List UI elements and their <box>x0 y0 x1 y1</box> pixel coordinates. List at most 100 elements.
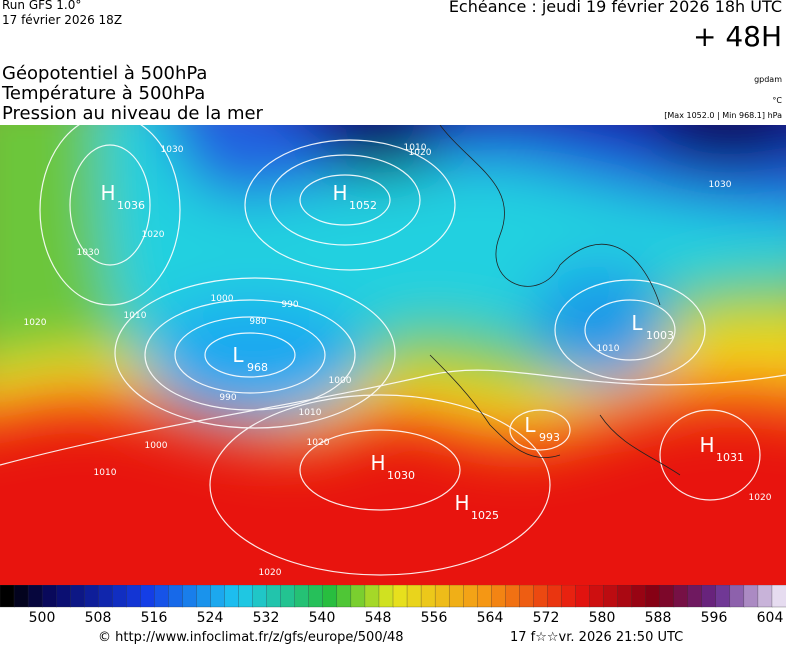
coastlines <box>429 125 681 476</box>
colorbar-swatch <box>280 585 296 608</box>
colorbar-swatch <box>126 585 142 608</box>
colorbar-label: 596 <box>701 610 728 625</box>
colorbar-label: 580 <box>589 610 616 625</box>
colorbar-label: 540 <box>309 610 336 625</box>
colorbar-swatch <box>603 585 619 608</box>
isobar-label: 1010 <box>404 143 427 153</box>
echeance: Echéance : jeudi 19 février 2026 18h UTC <box>448 0 782 16</box>
colorbar-swatch <box>140 585 156 608</box>
colorbar-label: 500 <box>29 610 56 625</box>
colorbar-label: 588 <box>645 610 672 625</box>
colorbar-swatch <box>55 585 71 608</box>
center-letter: L <box>232 343 244 367</box>
colorbar-swatch <box>771 585 786 608</box>
field: Géopotentiel à 500hPa <box>2 63 208 84</box>
isobar-label: 1000 <box>145 441 168 451</box>
isobar-label: 1030 <box>161 145 184 155</box>
isobar-label: 980 <box>249 317 266 327</box>
center-letter: L <box>524 413 536 437</box>
unit: °C <box>772 96 782 105</box>
colorbar-swatch <box>364 585 380 608</box>
colorbar-swatch <box>406 585 422 608</box>
isobar-label: 1000 <box>329 376 352 386</box>
isobar-label: 1020 <box>24 318 47 328</box>
isobar-label: 1000 <box>211 294 234 304</box>
credit: © http://www.infoclimat.fr/z/gfs/europe/… <box>98 630 404 645</box>
center-value: 1052 <box>349 199 377 212</box>
isobar-label: 1020 <box>749 493 772 503</box>
field: Pression au niveau de la mer <box>2 103 263 124</box>
colorbar-swatch <box>70 585 85 608</box>
colorbar-swatch <box>196 585 212 608</box>
isobars <box>0 125 786 576</box>
colorbar-swatch <box>13 585 29 608</box>
colorbar-label: 564 <box>477 610 504 625</box>
isobar-label: 990 <box>281 300 298 310</box>
colorbar-swatch <box>27 585 43 608</box>
center-letter: H <box>454 491 469 515</box>
center-value: 1031 <box>716 451 744 464</box>
colorbar-label: 604 <box>757 610 784 625</box>
colorbar-swatch <box>322 585 338 608</box>
colorbar-swatch <box>659 585 675 608</box>
isobar-label: 1030 <box>77 248 100 258</box>
center-value: 968 <box>247 361 268 374</box>
colorbar-swatch <box>701 585 717 608</box>
colorbar-swatch <box>112 585 127 608</box>
colorbar: 500 508 516 524 532 540 548 556 564 572 580 588 596 6… <box>0 585 786 625</box>
colorbar-swatch <box>392 585 408 608</box>
colorbar-swatch <box>420 585 436 608</box>
colorbar-swatch <box>575 585 591 608</box>
colorbar-label: 524 <box>197 610 224 625</box>
colorbar-swatch <box>561 585 577 608</box>
colorbar-label: 572 <box>533 610 560 625</box>
colorbar-swatch <box>673 585 689 608</box>
isobar-label: 1020 <box>259 568 282 578</box>
temperature-field <box>0 125 786 585</box>
colorbar-swatch <box>687 585 703 608</box>
colorbar-swatch <box>294 585 310 608</box>
colorbar-swatch <box>98 585 113 608</box>
center-letter: L <box>631 311 643 335</box>
colorbar-swatch <box>308 585 324 608</box>
unit: gpdam <box>754 75 782 84</box>
timestamp: 17 f☆☆vr. 2026 21:50 UTC <box>510 630 684 645</box>
colorbar-label: 556 <box>421 610 448 625</box>
isobar-label: 1010 <box>94 468 117 478</box>
center-value: 1003 <box>646 329 674 342</box>
isobar-label: 1010 <box>124 311 147 321</box>
colorbar-swatch <box>491 585 506 608</box>
colorbar-swatch <box>631 585 647 608</box>
isobar-label: 1020 <box>307 438 330 448</box>
colorbar-swatch <box>448 585 464 608</box>
colorbar-swatch <box>252 585 268 608</box>
colorbar-swatch <box>84 585 99 608</box>
colorbar-swatch <box>589 585 605 608</box>
center-letter: H <box>332 181 347 205</box>
isobar-label: 1010 <box>597 344 620 354</box>
colorbar-swatch <box>729 585 745 608</box>
center-value: 1030 <box>387 469 415 482</box>
colorbar-swatch <box>238 585 254 608</box>
colorbar-swatch <box>617 585 633 608</box>
colorbar-label: 548 <box>365 610 392 625</box>
colorbar-swatch <box>182 585 198 608</box>
colorbar-swatch <box>463 585 478 608</box>
field: Température à 500hPa <box>2 83 206 104</box>
colorbar-swatch <box>547 585 563 608</box>
colorbar-label: 532 <box>253 610 280 625</box>
run-date: 17 février 2026 18Z <box>2 13 123 27</box>
colorbar-swatch <box>266 585 282 608</box>
colorbar-swatch <box>533 585 549 608</box>
isobar-label: 990 <box>219 393 236 403</box>
isobar-label: 1030 <box>709 180 732 190</box>
colorbar-swatch <box>477 585 492 608</box>
center-letter: H <box>100 181 115 205</box>
center-value: 1036 <box>117 199 145 212</box>
colorbar-swatch <box>378 585 394 608</box>
colorbar-swatch <box>224 585 240 608</box>
isobar-label: 1020 <box>142 230 165 240</box>
center-letter: H <box>370 451 385 475</box>
colorbar-swatch <box>715 585 731 608</box>
lead-time: + 48H <box>692 20 782 53</box>
